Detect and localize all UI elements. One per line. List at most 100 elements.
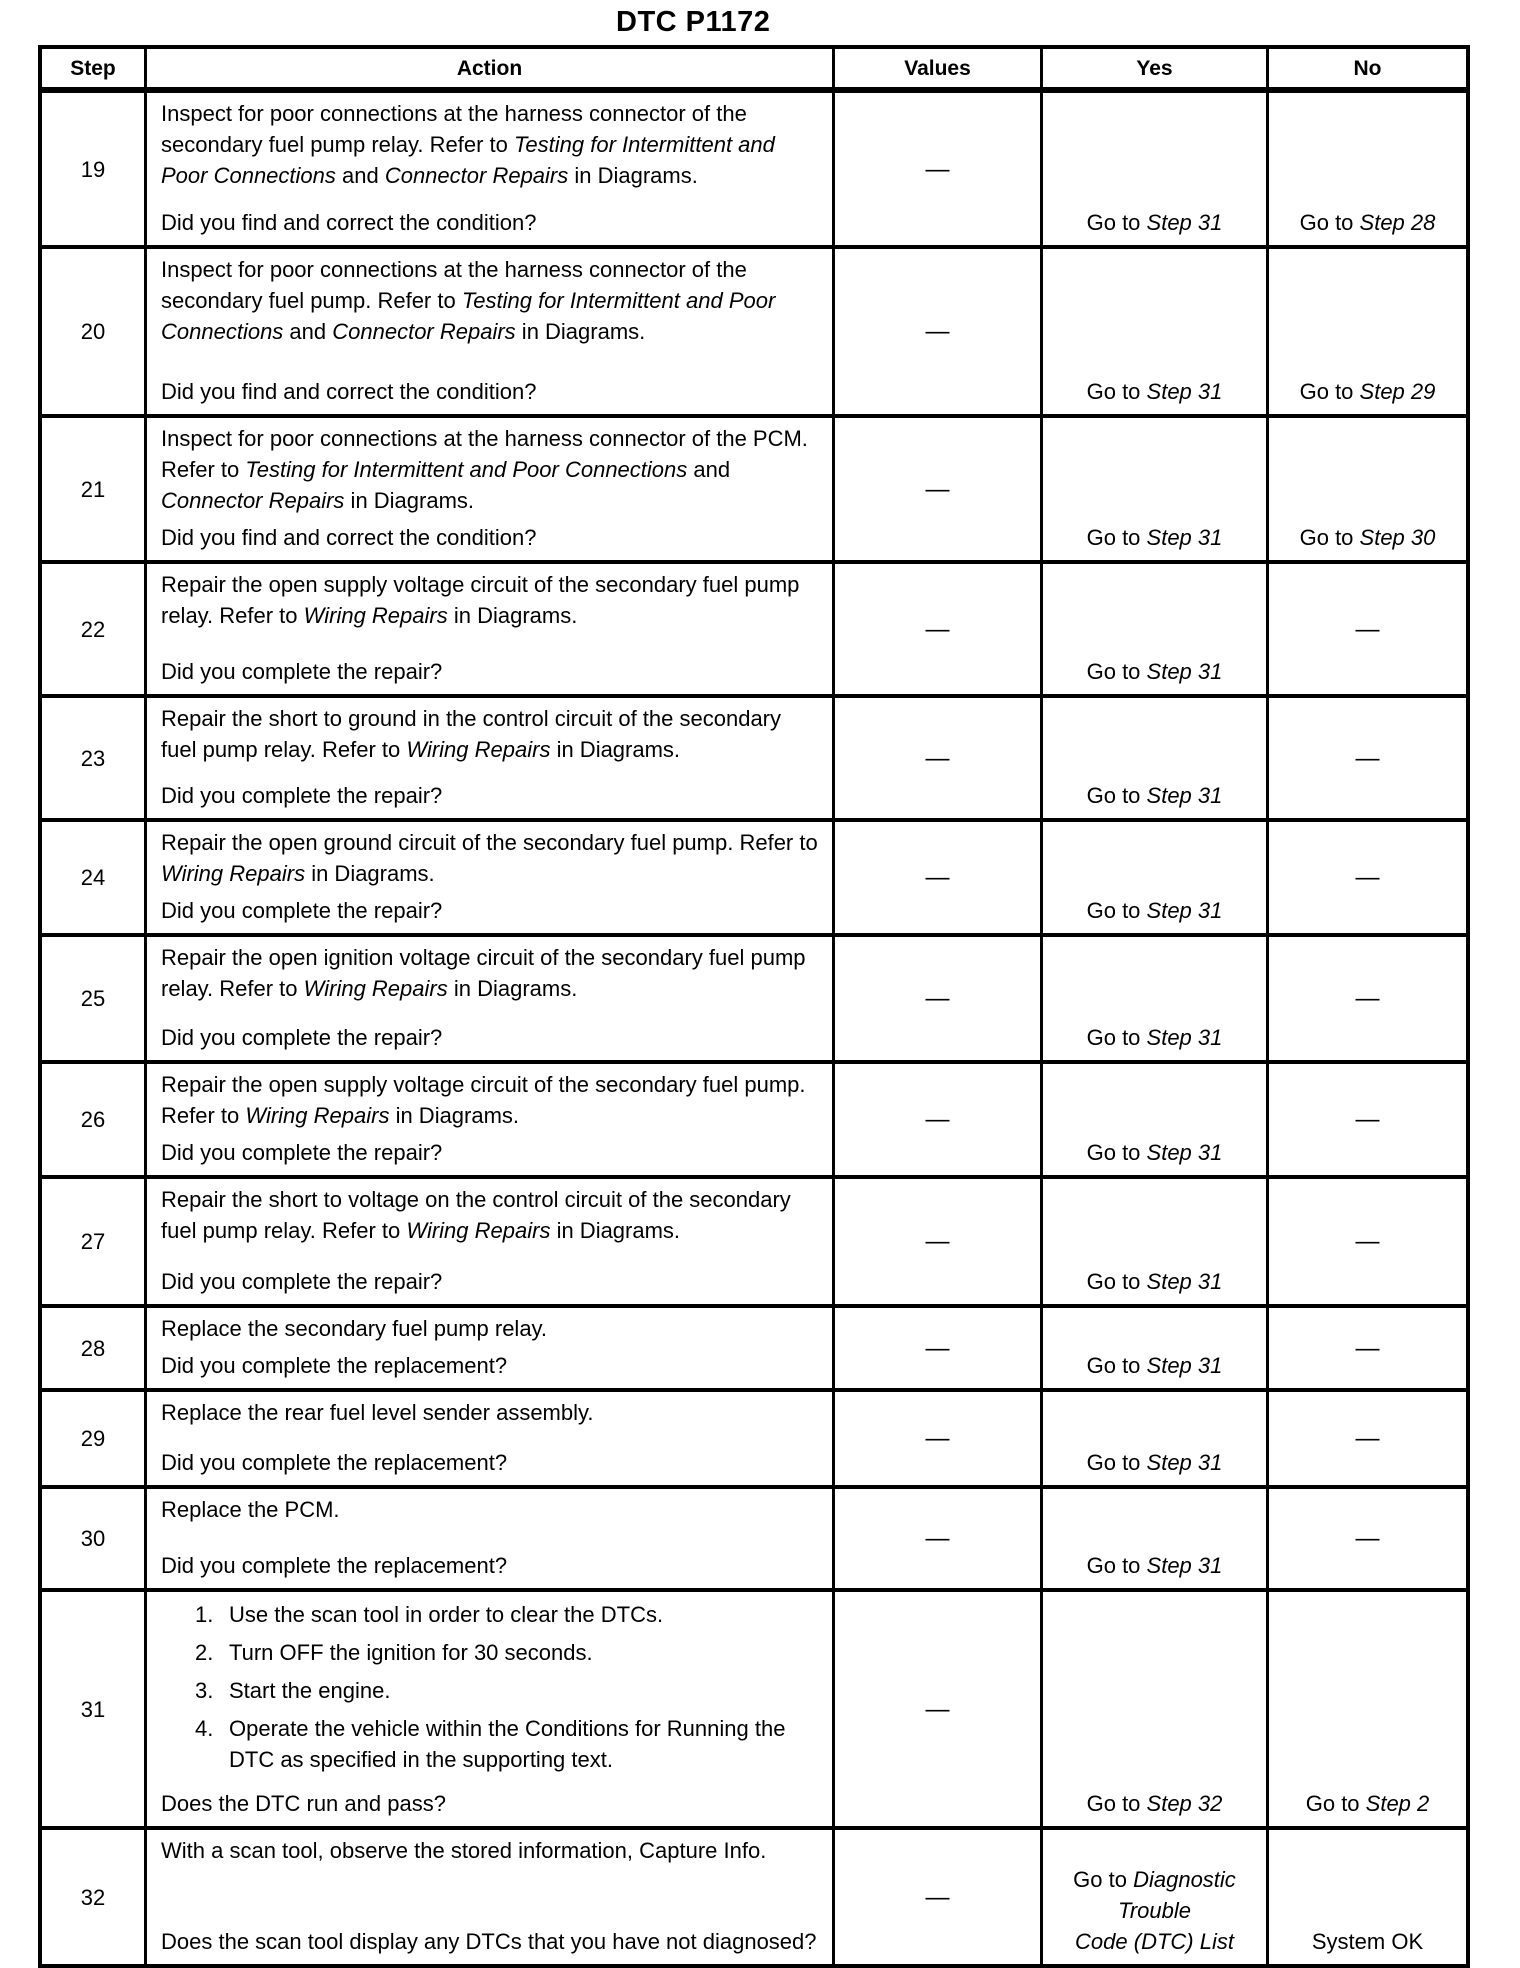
action-text: Replace the rear fuel level sender assem…: [161, 1397, 822, 1428]
cell-line: Go to Step 29: [1300, 376, 1436, 407]
action-cell: With a scan tool, observe the stored inf…: [144, 1830, 832, 1964]
dash: —: [1355, 1525, 1380, 1552]
cell-line: Go to Step 31: [1087, 1266, 1223, 1297]
action-paragraph: Repair the short to voltage on the contr…: [161, 1184, 822, 1246]
text-segment: Step 29: [1359, 379, 1436, 404]
text-segment: Step 31: [1146, 1025, 1223, 1050]
text-segment: Step 32: [1146, 1791, 1223, 1816]
action-cell: Repair the open supply voltage circuit o…: [144, 564, 832, 694]
values-cell: —: [832, 1179, 1040, 1304]
cell-line: Go to Step 31: [1087, 1550, 1223, 1581]
values-dash: —: [925, 1228, 950, 1255]
list-number: 2.: [195, 1640, 214, 1665]
step-cell: 29: [80, 1426, 106, 1451]
text-segment: Repair the open supply voltage circuit o…: [161, 1072, 806, 1128]
question-text: Did you complete the repair?: [161, 659, 443, 684]
text-segment: Wiring Repairs: [245, 1103, 390, 1128]
text-segment: Step 31: [1146, 1450, 1223, 1475]
cell-line: Go to Step 2: [1306, 1788, 1430, 1819]
action-text: Repair the short to ground in the contro…: [161, 703, 822, 765]
dash: —: [1355, 1425, 1380, 1452]
table-row: 30 Replace the PCM. Did you complete the r…: [42, 1485, 1466, 1588]
text-segment: Go to: [1086, 1025, 1147, 1050]
text-segment: Step 31: [1146, 210, 1223, 235]
action-cell: Repair the open ignition voltage circuit…: [144, 937, 832, 1060]
diagnostic-table: Step Action Values Yes No 19 Inspect for …: [38, 45, 1470, 1968]
action-cell: Replace the secondary fuel pump relay. Di…: [144, 1308, 832, 1388]
question-text: Does the DTC run and pass?: [161, 1791, 446, 1816]
action-paragraph: Repair the open ground circuit of the se…: [161, 827, 822, 889]
header-values: Values: [832, 49, 1040, 87]
text-segment: Wiring Repairs: [303, 603, 448, 628]
text-segment: Repair the short to voltage on the contr…: [161, 1187, 791, 1243]
values-cell: —: [832, 1489, 1040, 1588]
text-segment: Repair the short to ground in the contro…: [161, 706, 782, 762]
text-segment: and: [687, 457, 731, 482]
action-text: Inspect for poor connections at the harn…: [161, 98, 822, 191]
action-list-item: 2. Turn OFF the ignition for 30 seconds.: [195, 1637, 822, 1668]
list-text: Operate the vehicle within the Condition…: [229, 1716, 786, 1772]
document-page: DTC P1172 Step Action Values Yes No 19 In…: [38, 6, 1470, 1968]
yes-cell: Go to Step 31: [1040, 698, 1266, 818]
values-cell: —: [832, 564, 1040, 694]
action-paragraph: Replace the secondary fuel pump relay.: [161, 1313, 822, 1344]
yes-cell: Go to Step 31: [1040, 1489, 1266, 1588]
text-segment: Step 31: [1146, 1553, 1223, 1578]
action-paragraph: Replace the PCM.: [161, 1494, 822, 1525]
text-segment: Inspect for poor connections at the harn…: [161, 257, 747, 313]
action-cell: Inspect for poor connections at the harn…: [144, 249, 832, 414]
text-segment: Go to: [1299, 210, 1360, 235]
dash: —: [1355, 1106, 1380, 1133]
cell-line: Go to Step 30: [1300, 522, 1436, 553]
action-cell: 1. Use the scan tool in order to clear th…: [144, 1592, 832, 1826]
table-body: 19 Inspect for poor connections at the ha…: [42, 87, 1466, 1964]
text-segment: Go to: [1086, 1450, 1147, 1475]
text-segment: in Diagrams.: [447, 976, 578, 1001]
cell-line: Go to Step 31: [1087, 1350, 1223, 1381]
action-paragraph: Inspect for poor connections at the harn…: [161, 254, 822, 347]
action-cell: Replace the rear fuel level sender assem…: [144, 1392, 832, 1485]
action-paragraph: Inspect for poor connections at the harn…: [161, 98, 822, 191]
values-dash: —: [925, 1425, 950, 1452]
dash: —: [1355, 985, 1380, 1012]
action-text: Replace the secondary fuel pump relay.: [161, 1313, 822, 1344]
table-row: 20 Inspect for poor connections at the ha…: [42, 245, 1466, 414]
text-segment: Go to: [1086, 1353, 1147, 1378]
yes-cell: Go to Step 31: [1040, 93, 1266, 245]
values-dash: —: [925, 1334, 950, 1362]
yes-cell: Go to Step 31: [1040, 418, 1266, 560]
table-row: 31 1. Use the scan tool in order to clear …: [42, 1588, 1466, 1826]
text-segment: Repair the open ground circuit of the se…: [161, 830, 818, 855]
text-segment: in Diagrams.: [389, 1103, 520, 1128]
text-segment: Step 31: [1146, 379, 1223, 404]
text-segment: Testing for Intermittent and Poor Connec…: [245, 457, 688, 482]
text-segment: Step 31: [1146, 1140, 1223, 1165]
action-text: Replace the PCM.: [161, 1494, 822, 1525]
step-cell: 25: [80, 986, 106, 1011]
question-text: Did you complete the replacement?: [161, 1353, 508, 1378]
table-row: 25 Repair the open ignition voltage circu…: [42, 933, 1466, 1060]
action-paragraph: Inspect for poor connections at the harn…: [161, 423, 822, 516]
text-segment: Testing for Intermittent and Poor Connec…: [161, 132, 775, 188]
text-segment: Replace the secondary fuel pump relay.: [161, 1316, 548, 1341]
yes-cell: Go to Step 31: [1040, 1392, 1266, 1485]
yes-cell: Go to Step 32: [1040, 1592, 1266, 1826]
dash: —: [1355, 615, 1380, 643]
action-text: 1. Use the scan tool in order to clear th…: [161, 1597, 822, 1782]
no-cell: —: [1266, 698, 1466, 818]
question-text: Did you complete the repair?: [161, 1269, 443, 1294]
text-segment: With a scan tool, observe the stored inf…: [161, 1838, 767, 1863]
values-dash: —: [925, 1695, 950, 1723]
question-text: Did you complete the replacement?: [161, 1450, 508, 1475]
step-cell: 24: [80, 865, 106, 890]
no-cell: Go to Step 29: [1266, 249, 1466, 414]
step-cell: 20: [80, 319, 106, 344]
action-paragraph: Repair the open supply voltage circuit o…: [161, 569, 822, 631]
cell-line: Go to Step 31: [1087, 1137, 1223, 1168]
text-segment: Trouble: [1118, 1898, 1191, 1923]
question-text: Did you complete the repair?: [161, 1025, 443, 1050]
yes-cell: Go to Step 31: [1040, 1064, 1266, 1175]
values-cell: —: [832, 937, 1040, 1060]
text-segment: Step 28: [1359, 210, 1436, 235]
action-list-item: 1. Use the scan tool in order to clear th…: [195, 1599, 822, 1630]
